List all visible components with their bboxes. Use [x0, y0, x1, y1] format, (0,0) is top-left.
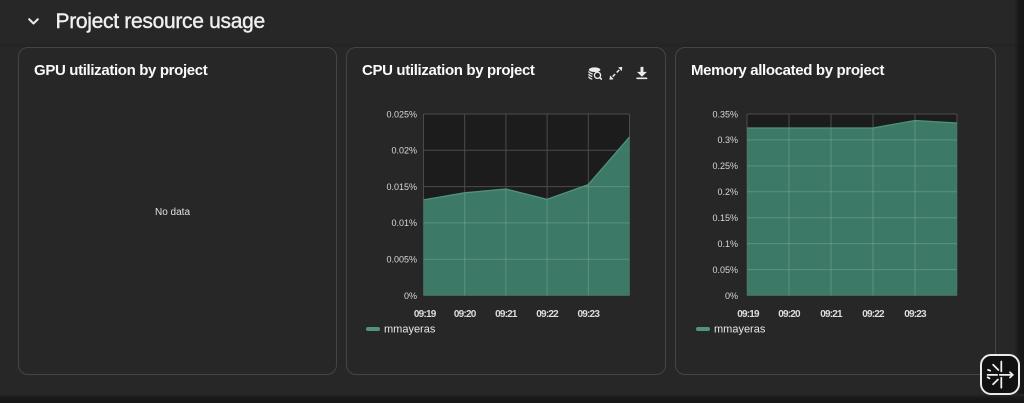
svg-text:09:19: 09:19 — [414, 309, 437, 320]
svg-text:09:21: 09:21 — [820, 309, 843, 320]
svg-text:09:23: 09:23 — [904, 309, 927, 320]
svg-text:0.25%: 0.25% — [712, 161, 738, 171]
svg-text:0.005%: 0.005% — [386, 255, 417, 265]
svg-text:09:20: 09:20 — [454, 309, 477, 320]
svg-text:0.2%: 0.2% — [717, 187, 738, 197]
svg-text:0.05%: 0.05% — [712, 265, 738, 275]
svg-text:0.01%: 0.01% — [391, 218, 417, 228]
svg-text:0.02%: 0.02% — [391, 146, 417, 156]
svg-text:09:20: 09:20 — [778, 309, 801, 320]
svg-text:0.025%: 0.025% — [386, 109, 417, 119]
svg-text:0.15%: 0.15% — [712, 213, 738, 223]
svg-text:0.3%: 0.3% — [717, 135, 738, 145]
svg-text:09:22: 09:22 — [862, 309, 885, 320]
svg-text:09:21: 09:21 — [495, 309, 518, 320]
svg-text:0%: 0% — [725, 291, 738, 301]
svg-text:mmayeras: mmayeras — [384, 324, 436, 336]
svg-text:09:22: 09:22 — [536, 309, 559, 320]
svg-text:0.015%: 0.015% — [386, 182, 417, 192]
svg-text:09:23: 09:23 — [578, 309, 601, 320]
svg-text:mmayeras: mmayeras — [714, 324, 766, 336]
svg-text:0.35%: 0.35% — [712, 109, 738, 119]
svg-text:0%: 0% — [404, 291, 417, 301]
svg-text:09:19: 09:19 — [737, 309, 760, 320]
svg-text:0.1%: 0.1% — [717, 239, 738, 249]
